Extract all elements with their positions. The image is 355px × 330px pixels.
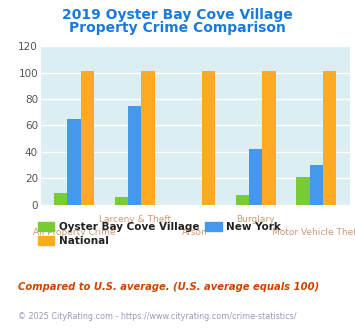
Text: Burglary: Burglary	[236, 215, 275, 224]
Text: © 2025 CityRating.com - https://www.cityrating.com/crime-statistics/: © 2025 CityRating.com - https://www.city…	[18, 312, 296, 321]
Text: Property Crime Comparison: Property Crime Comparison	[69, 21, 286, 35]
Bar	[141, 71, 155, 205]
Text: 2019 Oyster Bay Cove Village: 2019 Oyster Bay Cove Village	[62, 8, 293, 22]
Bar	[323, 71, 336, 205]
Bar	[128, 106, 141, 205]
Bar	[296, 177, 310, 205]
Text: Motor Vehicle Theft: Motor Vehicle Theft	[272, 228, 355, 237]
Text: All Property Crime: All Property Crime	[33, 228, 115, 237]
Bar	[236, 195, 249, 205]
Bar	[67, 119, 81, 205]
Bar	[81, 71, 94, 205]
Text: Arson: Arson	[182, 228, 208, 237]
Bar	[262, 71, 276, 205]
Text: Compared to U.S. average. (U.S. average equals 100): Compared to U.S. average. (U.S. average …	[18, 282, 319, 292]
Legend: Oyster Bay Cove Village, National, New York: Oyster Bay Cove Village, National, New Y…	[34, 218, 285, 250]
Bar	[202, 71, 215, 205]
Bar	[249, 149, 262, 205]
Bar	[115, 197, 128, 205]
Bar	[310, 165, 323, 205]
Bar	[54, 193, 67, 205]
Text: Larceny & Theft: Larceny & Theft	[99, 215, 171, 224]
